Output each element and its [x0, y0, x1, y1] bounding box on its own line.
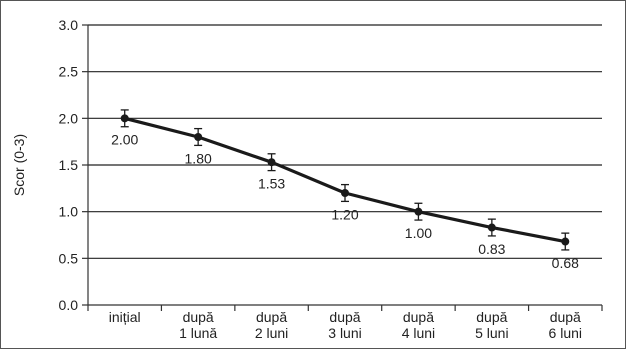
data-label-0: 2.00	[111, 132, 138, 148]
x-tick-label-6: după 6 luni	[549, 309, 582, 341]
y-tick-label-1: 0.5	[59, 250, 79, 266]
x-tick-label-3: după 3 luni	[328, 309, 361, 341]
y-tick-label-3: 1.5	[59, 157, 79, 173]
data-label-1: 1.80	[185, 150, 212, 166]
data-point-0	[120, 114, 129, 123]
series-line	[124, 116, 566, 244]
y-tick-label-5: 2.5	[59, 64, 79, 80]
data-label-4: 1.00	[405, 225, 432, 241]
data-label-6: 0.68	[552, 255, 579, 271]
data-point-1	[194, 133, 203, 141]
data-point-6	[561, 237, 570, 246]
x-tick-label-0: inițial	[109, 309, 141, 325]
series-layer	[120, 109, 570, 251]
data-point-5	[487, 223, 496, 232]
y-tick-label-0: 0.0	[59, 297, 79, 313]
data-point-2	[267, 158, 276, 167]
x-tick-label-4: după 4 luni	[402, 309, 435, 341]
data-label-3: 1.20	[331, 206, 358, 222]
data-label-2: 1.53	[258, 176, 285, 192]
y-tick-label-4: 2.0	[59, 110, 79, 126]
x-tick-label-2: după 2 luni	[255, 309, 288, 341]
data-label-5: 0.83	[478, 241, 505, 257]
grid-layer	[88, 24, 602, 259]
x-tick-label-1: după 1 lună	[179, 309, 217, 341]
y-axis-title: Scor (0-3)	[11, 134, 27, 196]
y-tick-label-2: 1.0	[59, 204, 79, 220]
axis-layer	[82, 24, 603, 311]
y-tick-label-6: 3.0	[59, 17, 79, 33]
data-point-4	[414, 207, 423, 216]
label-layer: 0.0 0.5 1.0 1.5 2.0 2.5 3.0 inițial după 1 lună du…	[59, 17, 582, 341]
data-point-3	[341, 189, 349, 197]
x-tick-label-5: după 5 luni	[475, 309, 508, 341]
